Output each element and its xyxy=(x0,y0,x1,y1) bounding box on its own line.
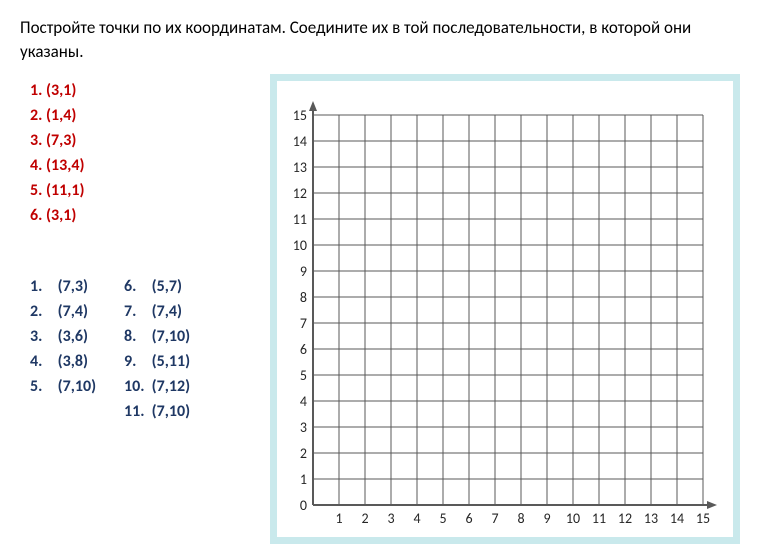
svg-text:1: 1 xyxy=(335,510,342,527)
list-item: 9. (5,11) xyxy=(114,349,190,374)
svg-text:9: 9 xyxy=(300,263,307,280)
svg-text:0: 0 xyxy=(300,497,307,514)
list-item: 3. (7,3) xyxy=(20,128,270,153)
list-item: 3. (3,6) xyxy=(20,324,96,349)
list-item: 2. (7,4) xyxy=(20,299,96,324)
svg-text:2: 2 xyxy=(361,510,368,527)
coordinate-lists: 1. (3,1) 2. (1,4) 3. (7,3) 4. (13,4) 5. … xyxy=(20,74,270,424)
red-coordinate-list: 1. (3,1) 2. (1,4) 3. (7,3) 4. (13,4) 5. … xyxy=(20,78,270,228)
svg-text:3: 3 xyxy=(387,510,394,527)
svg-text:2: 2 xyxy=(300,445,307,462)
list-item: 2. (1,4) xyxy=(20,103,270,128)
svg-text:4: 4 xyxy=(413,510,420,527)
list-item: 6. (5,7) xyxy=(114,274,190,299)
list-item: 6. (3,1) xyxy=(20,203,270,228)
svg-text:5: 5 xyxy=(300,367,307,384)
svg-text:11: 11 xyxy=(293,211,307,228)
svg-text:10: 10 xyxy=(293,237,307,254)
svg-text:7: 7 xyxy=(300,315,307,332)
svg-text:8: 8 xyxy=(517,510,524,527)
list-item: 1. (3,1) xyxy=(20,78,270,103)
svg-text:5: 5 xyxy=(439,510,446,527)
svg-text:12: 12 xyxy=(618,510,632,527)
svg-text:15: 15 xyxy=(696,510,710,527)
list-item: 7. (7,4) xyxy=(114,299,190,324)
svg-text:7: 7 xyxy=(491,510,498,527)
list-item: 4. (13,4) xyxy=(20,153,270,178)
svg-text:13: 13 xyxy=(644,510,658,527)
coordinate-grid: 0123456789101112131415123456789101112131… xyxy=(277,81,733,537)
svg-text:10: 10 xyxy=(566,510,580,527)
blue-list-left: 1. (7,3) 2. (7,4) 3. (3,6) 4. (3,8) 5. (… xyxy=(20,274,114,424)
list-item: 8. (7,10) xyxy=(114,324,190,349)
svg-text:6: 6 xyxy=(465,510,472,527)
svg-text:3: 3 xyxy=(300,419,307,436)
list-item: 5. (7,10) xyxy=(20,374,96,399)
svg-text:12: 12 xyxy=(293,185,307,202)
instruction-text: Постройте точки по их координатам. Соеди… xyxy=(20,16,740,64)
svg-text:4: 4 xyxy=(300,393,307,410)
svg-text:14: 14 xyxy=(670,510,684,527)
svg-text:13: 13 xyxy=(293,159,307,176)
list-item: 5. (11,1) xyxy=(20,178,270,203)
list-item: 1. (7,3) xyxy=(20,274,96,299)
svg-text:14: 14 xyxy=(293,133,307,150)
list-item: 4. (3,8) xyxy=(20,349,96,374)
svg-text:1: 1 xyxy=(300,471,307,488)
svg-text:11: 11 xyxy=(592,510,606,527)
svg-text:6: 6 xyxy=(300,341,307,358)
content-row: 1. (3,1) 2. (1,4) 3. (7,3) 4. (13,4) 5. … xyxy=(20,74,740,544)
grid-frame: 0123456789101112131415123456789101112131… xyxy=(270,74,740,544)
blue-list-right: 6. (5,7) 7. (7,4) 8. (7,10) 9. (5,11) 10… xyxy=(114,274,208,424)
svg-text:9: 9 xyxy=(543,510,550,527)
svg-text:15: 15 xyxy=(293,107,307,124)
list-item: 11. (7,10) xyxy=(114,399,190,424)
blue-coordinate-lists: 1. (7,3) 2. (7,4) 3. (3,6) 4. (3,8) 5. (… xyxy=(20,274,270,424)
list-item: 10. (7,12) xyxy=(114,374,190,399)
svg-text:8: 8 xyxy=(300,289,307,306)
